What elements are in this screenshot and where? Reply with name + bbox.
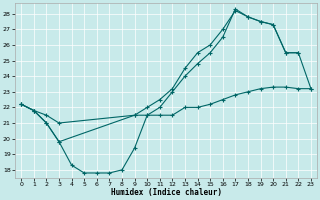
X-axis label: Humidex (Indice chaleur): Humidex (Indice chaleur) [111,188,221,197]
